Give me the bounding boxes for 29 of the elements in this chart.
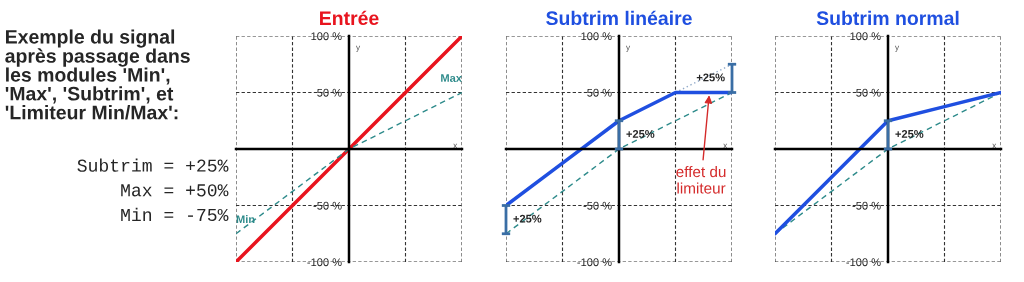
annotation: +25% <box>895 129 924 138</box>
annotation: Max <box>441 74 462 82</box>
annotation: Min <box>236 215 255 224</box>
x-axis-title: x <box>992 143 997 149</box>
x-axis-title: x <box>723 143 728 149</box>
y-tick-label: 100 % <box>311 32 342 41</box>
annotation: +25% <box>513 214 542 223</box>
text: Min = -75% <box>121 207 229 222</box>
y-axis-title: y <box>355 45 361 52</box>
y-tick-label: 100 % <box>581 32 612 41</box>
y-tick-label: 100 % <box>850 32 881 41</box>
annotation: effet du limiteur <box>676 165 726 194</box>
chart-title: Entrée <box>320 10 379 26</box>
y-tick-label: -100 % <box>846 258 881 267</box>
text: Exemple du signal après passage dans les modules 'Min', 'Max', 'Subtrim', et 'Limiteur Min/Max': <box>5 29 190 120</box>
text: Max = +50% <box>121 184 229 197</box>
annotation: +25% <box>626 129 655 138</box>
y-tick-label: 50 % <box>856 88 881 97</box>
y-tick-label: 50 % <box>587 88 612 97</box>
x-axis-title: x <box>453 143 458 149</box>
y-axis-title: y <box>894 45 900 52</box>
y-axis-title: y <box>625 45 631 52</box>
y-tick-label: 50 % <box>317 88 342 97</box>
y-tick-label: -100 % <box>307 258 342 267</box>
chart-title: Subtrim normal <box>816 10 959 26</box>
annotation: +25% <box>696 73 725 82</box>
chart-title: Subtrim linéaire <box>546 10 692 26</box>
text: Subtrim = +25% <box>77 158 229 172</box>
y-tick-label: -100 % <box>577 258 612 267</box>
